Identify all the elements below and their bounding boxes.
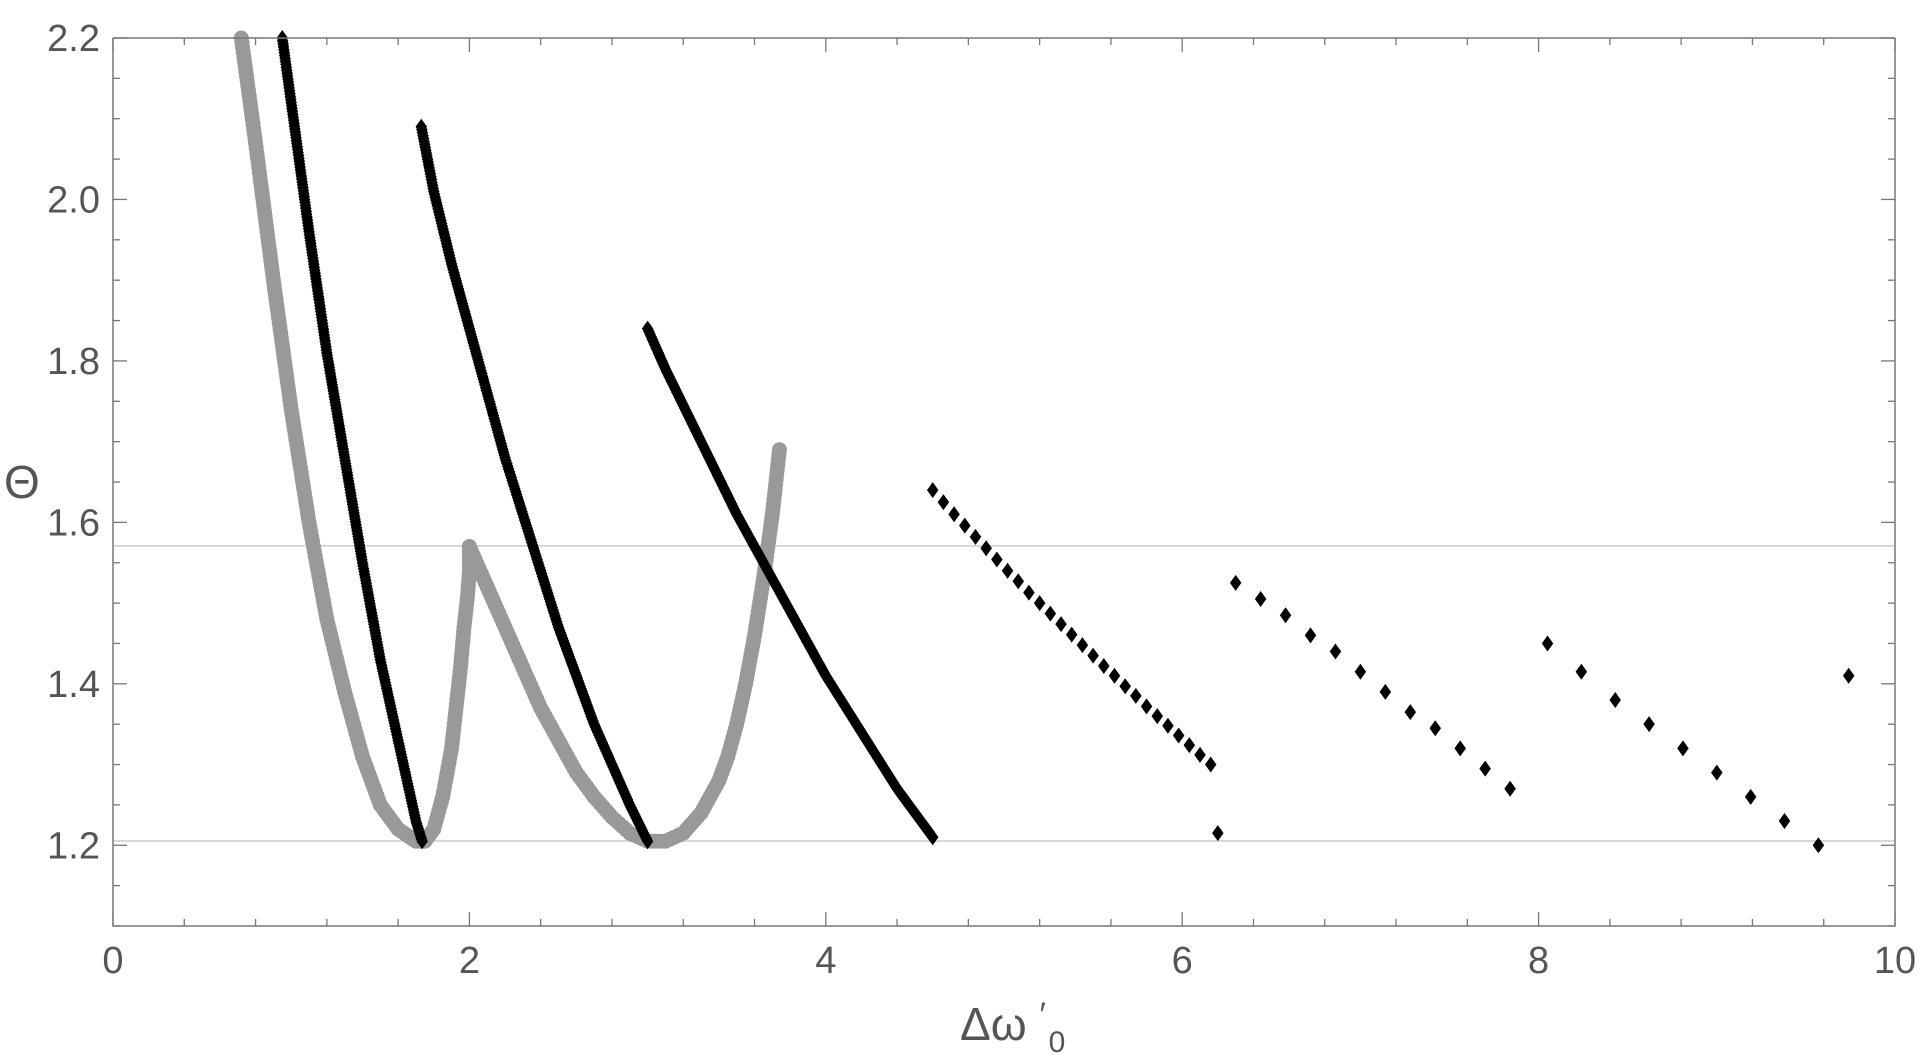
x-axis-label-subscript: 0 [1049,1026,1066,1059]
y-tick-label: 1.6 [47,502,100,544]
axis-ticks [112,37,1896,927]
black-point [1643,716,1655,733]
black-point [1778,813,1791,830]
black-series-layer [276,30,1855,854]
black-point [1065,626,1078,643]
black-point [1229,574,1242,591]
black-point [1479,760,1491,777]
black-point [1429,720,1442,737]
x-tick-label: 6 [1172,940,1193,982]
black-point [1194,746,1206,763]
x-axis-label: Δω ′ 0 [960,984,1065,1059]
black-point [1842,667,1855,684]
black-point [1404,704,1417,721]
black-point [1001,562,1014,579]
black-point [948,506,960,523]
x-tick-label: 0 [102,940,123,982]
black-point [969,528,982,545]
black-point [1711,764,1723,781]
x-tick-label: 10 [1874,940,1916,982]
black-point [1183,737,1196,754]
black-point [641,833,654,850]
black-point [1212,825,1224,842]
black-point [1575,663,1588,680]
black-point [1677,740,1689,757]
black-point [1119,678,1131,695]
x-tick-label: 8 [1528,940,1549,982]
black-point [1098,658,1110,675]
x-axis-label-main: Δω [960,998,1027,1050]
black-point [1812,837,1825,854]
gray-series-layer [233,30,787,849]
black-point [1087,647,1099,664]
black-point [1504,780,1516,797]
black-point [926,482,939,499]
black-point [959,517,971,534]
black-point [1304,627,1317,644]
y-tick-label: 1.8 [47,341,100,383]
black-point [1076,637,1089,654]
y-tick-label: 2.0 [47,179,100,221]
black-point [1162,717,1174,734]
y-tick-label: 1.2 [47,825,100,867]
black-point [1044,605,1057,622]
black-point [1744,788,1757,805]
y-tick-labels: 1.2 1.4 1.6 1.8 2.0 2.2 [47,18,100,867]
black-point [1140,698,1153,715]
black-point [1454,740,1466,757]
y-tick-label: 1.4 [47,664,100,706]
black-point [1130,687,1142,704]
black-point [1379,683,1392,700]
black-point [1254,591,1267,608]
black-point [1055,616,1067,633]
black-point [416,833,428,850]
black-point [1108,667,1121,684]
black-point [1329,643,1342,660]
black-point [1172,727,1185,744]
black-point [1204,756,1217,773]
y-axis-label: Θ [4,456,40,508]
gray-point [771,442,787,458]
black-point [1541,635,1554,652]
black-point [1151,708,1164,725]
x-tick-label: 2 [459,940,480,982]
black-point [991,551,1003,568]
black-point [937,494,950,511]
black-point [1354,663,1367,680]
y-tick-label: 2.2 [47,18,100,60]
black-point [926,829,939,846]
black-point [1609,691,1621,708]
black-point [1023,584,1035,601]
black-point [1279,607,1292,624]
x-tick-labels: 0 2 4 6 8 10 [102,940,1916,982]
black-point [1033,595,1046,612]
x-tick-label: 4 [815,940,836,982]
black-point [980,540,992,557]
x-axis-label-prime: ′ [1039,996,1045,1034]
black-point [1012,573,1025,590]
